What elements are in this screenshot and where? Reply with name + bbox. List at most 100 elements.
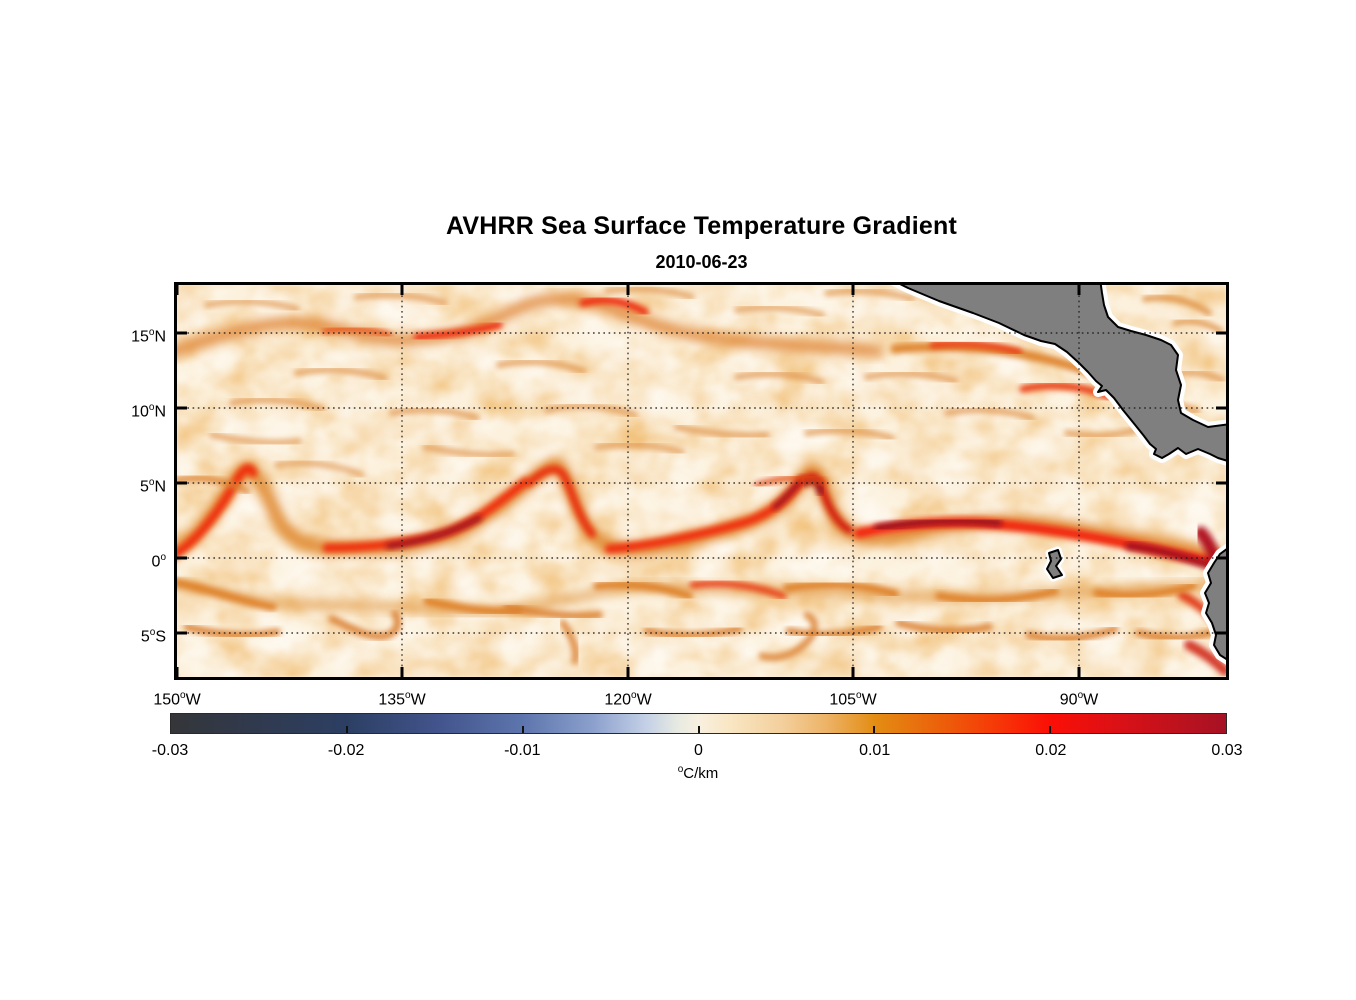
front-filament <box>873 517 1003 532</box>
axis-ticks <box>177 285 1226 677</box>
axis-tick <box>626 667 630 677</box>
lat-tick-label: 0o <box>151 552 166 571</box>
front-filament <box>544 403 638 418</box>
lat-tick-label: 5oN <box>139 477 166 496</box>
colorbar <box>170 713 1227 734</box>
colorbar-tick-label: 0.02 <box>1035 742 1067 759</box>
colorbar-tick-label: -0.03 <box>151 742 189 759</box>
front-filament <box>824 288 915 302</box>
lon-tick-label: 150oW <box>153 690 201 709</box>
front-filament <box>944 406 1035 421</box>
front-filament <box>229 396 325 412</box>
axis-tick <box>177 285 179 295</box>
colorbar-tick-label: 0 <box>694 742 703 759</box>
front-filament <box>935 587 1059 605</box>
colorbar-tick <box>521 726 524 733</box>
front-filament <box>758 611 818 661</box>
front-filament <box>204 298 300 312</box>
colorbar-tick <box>697 726 700 733</box>
front-filament <box>929 340 1023 356</box>
front-filament <box>496 358 586 374</box>
front-filament <box>525 465 596 538</box>
front-filament <box>389 406 480 421</box>
axis-tick <box>177 481 187 485</box>
land-mass <box>899 285 1226 462</box>
front-filament <box>209 432 302 446</box>
front-filament <box>422 444 515 458</box>
axis-tick <box>177 556 187 560</box>
axis-tick <box>177 631 187 635</box>
zero-gradient-patches <box>177 285 1226 677</box>
figure-title: AVHRR Sea Surface Temperature Gradient <box>446 212 957 240</box>
front-filament <box>593 580 693 600</box>
front-filament <box>1172 318 1224 334</box>
lon-tick-label: 135oW <box>378 690 426 709</box>
axis-tick <box>851 667 855 677</box>
colorbar-tick <box>873 726 876 733</box>
colorbar-tick <box>345 726 348 733</box>
axis-tick <box>400 667 404 677</box>
front-filament <box>1184 640 1226 676</box>
axis-tick <box>1216 331 1226 335</box>
front-filament <box>177 293 883 357</box>
front-filament <box>177 578 277 611</box>
ocean-field <box>177 285 1226 677</box>
axis-tick <box>1216 406 1226 410</box>
map-plot <box>174 282 1229 680</box>
axis-tick <box>177 406 187 410</box>
front-filament <box>604 286 695 300</box>
map-canvas <box>177 285 1226 677</box>
axis-tick <box>400 285 404 295</box>
front-filament <box>559 619 580 665</box>
front-filament <box>503 603 603 620</box>
axis-tick <box>1077 285 1081 295</box>
front-filament <box>804 427 895 441</box>
front-filament <box>328 610 402 640</box>
lon-tick-label: 120oW <box>604 690 652 709</box>
colorbar-tick-label: -0.01 <box>504 742 541 759</box>
land-mass <box>1046 549 1063 579</box>
front-filament <box>734 304 825 318</box>
front-filament <box>177 578 1226 617</box>
front-filament <box>385 514 483 550</box>
colorbar-tick-label: 0.01 <box>859 742 891 759</box>
lat-tick-label: 15oN <box>131 327 166 346</box>
axis-tick <box>177 331 187 335</box>
colorbar-tick-label: -0.02 <box>327 742 365 759</box>
figure-subtitle: 2010-06-23 <box>655 252 748 272</box>
lat-tick-label: 10oN <box>131 402 166 421</box>
front-filament <box>1025 625 1119 643</box>
front-filament <box>322 325 392 338</box>
lon-tick-label: 105oW <box>829 690 877 709</box>
front-filament <box>294 366 388 381</box>
front-filament <box>423 597 523 616</box>
graticule <box>177 285 1226 677</box>
front-filament <box>674 424 770 439</box>
front-filament <box>895 619 993 635</box>
front-filament <box>177 474 251 495</box>
colorbar-unit-label: oC/km <box>677 764 719 782</box>
axis-tick <box>1077 667 1081 677</box>
lat-tick-label: 5oS <box>140 627 166 646</box>
front-filament <box>274 460 365 478</box>
axis-tick <box>851 285 855 295</box>
front-filament <box>689 580 787 600</box>
axis-tick <box>177 667 179 677</box>
colorbar-tick <box>1049 726 1052 733</box>
front-filament <box>753 474 828 489</box>
front-filament <box>183 623 281 639</box>
front-filament <box>864 370 958 384</box>
front-filament <box>734 370 825 385</box>
front-filament <box>785 623 883 639</box>
axis-tick <box>1216 631 1226 635</box>
front-filament <box>783 580 899 598</box>
axis-tick <box>1216 556 1226 560</box>
front-filament <box>579 296 649 316</box>
axis-tick <box>1216 481 1226 485</box>
front-filament <box>1142 294 1212 316</box>
axis-tick <box>626 285 630 295</box>
front-filament <box>1093 582 1197 600</box>
colorbar-tick-label: 0.03 <box>1211 742 1243 759</box>
lon-tick-label: 90oW <box>1059 690 1099 709</box>
